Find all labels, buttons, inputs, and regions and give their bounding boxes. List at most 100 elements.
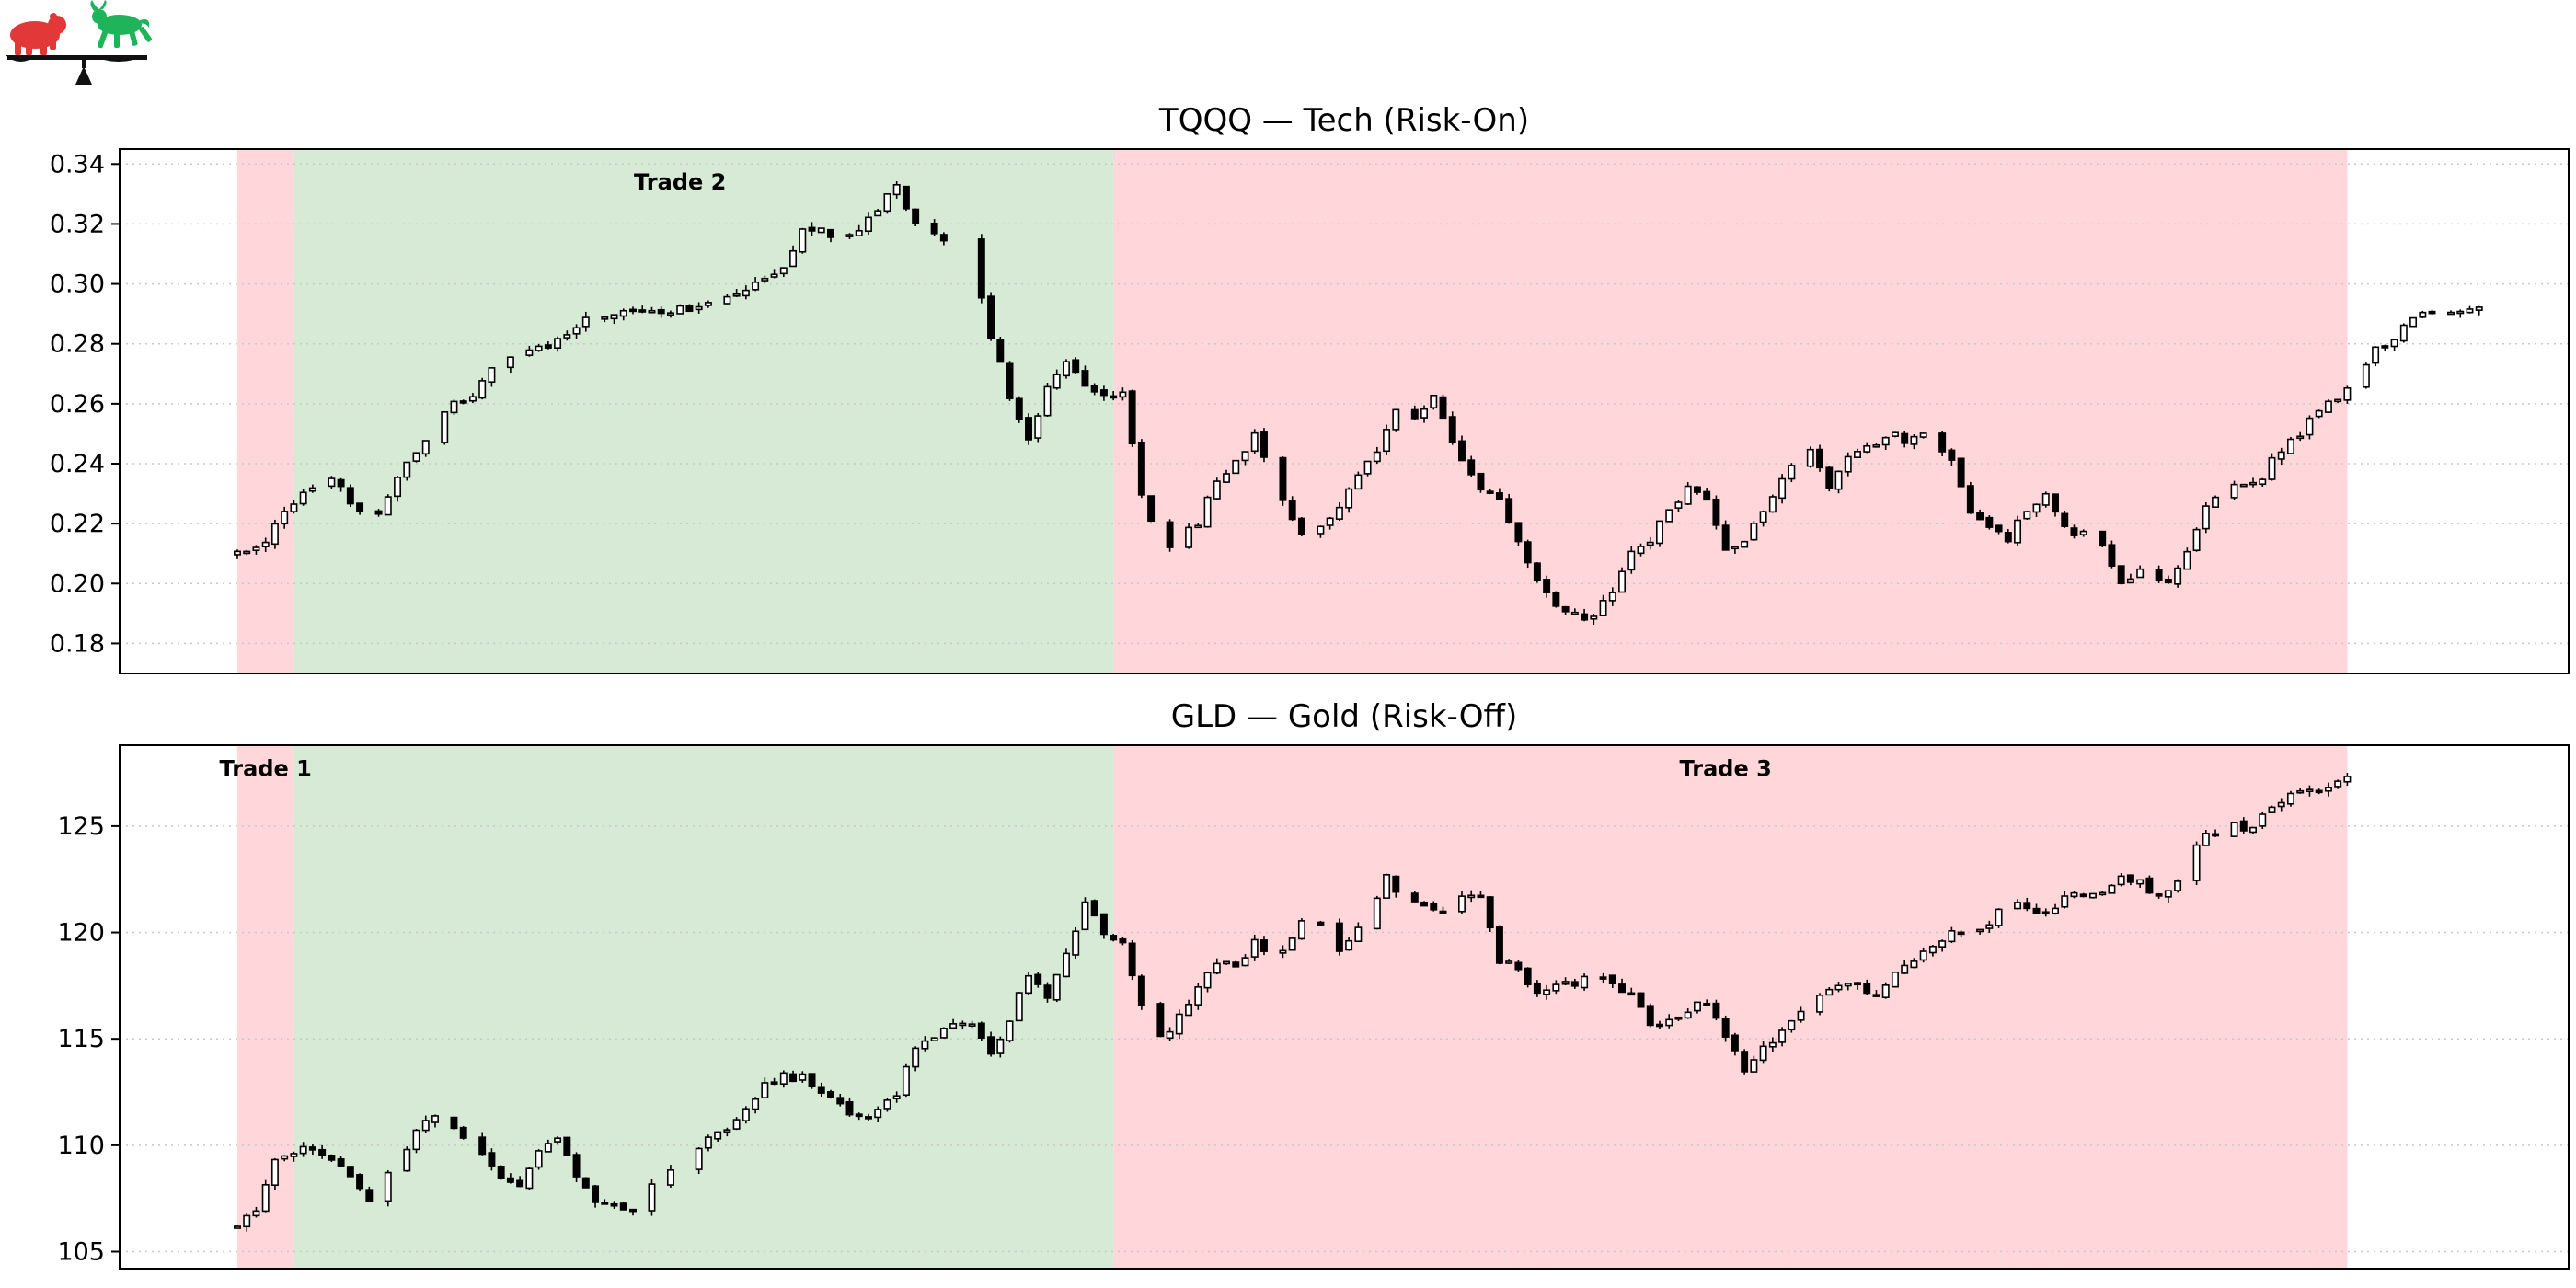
candle-body bbox=[987, 1036, 995, 1055]
candle-body bbox=[619, 309, 627, 317]
candle-body bbox=[1081, 901, 1089, 931]
candle-body bbox=[883, 1099, 891, 1110]
candle-body bbox=[2041, 911, 2050, 915]
candle-body bbox=[1581, 613, 1589, 621]
candle-body bbox=[1081, 370, 1089, 387]
candle-body bbox=[1156, 1003, 1165, 1038]
y-tick-label: 0.26 bbox=[50, 390, 105, 419]
candle-body bbox=[459, 400, 467, 404]
candle-body bbox=[2456, 310, 2465, 315]
candle-body bbox=[488, 367, 496, 383]
candle-body bbox=[1128, 942, 1136, 977]
candle-body bbox=[1844, 455, 1852, 473]
candle-body bbox=[581, 1177, 590, 1189]
candle-body bbox=[356, 1174, 364, 1190]
candle-body bbox=[592, 1185, 600, 1203]
candle-body bbox=[1458, 440, 1466, 462]
candle-body bbox=[1891, 971, 1899, 988]
candle-body bbox=[1099, 389, 1108, 397]
candle-body bbox=[1034, 415, 1042, 439]
candle-body bbox=[619, 1202, 627, 1211]
candle-body bbox=[959, 1022, 967, 1027]
candle-body bbox=[1684, 485, 1692, 505]
candle-body bbox=[544, 344, 552, 349]
candle-body bbox=[601, 1202, 609, 1205]
candle-body bbox=[1741, 1051, 1749, 1073]
candle-body bbox=[554, 1137, 562, 1143]
candle-body bbox=[1957, 457, 1965, 488]
candle-body bbox=[2399, 324, 2408, 342]
candle-body bbox=[299, 1145, 307, 1155]
candle-body bbox=[2296, 789, 2305, 794]
candle-body bbox=[1948, 449, 1956, 461]
candle-body bbox=[1317, 525, 1325, 535]
candle-body bbox=[1203, 496, 1212, 528]
candle-body bbox=[912, 208, 920, 224]
candle-body bbox=[1731, 1034, 1739, 1052]
candle-body bbox=[1477, 472, 1485, 491]
candle-body bbox=[836, 1097, 845, 1105]
candle-body bbox=[752, 1098, 760, 1110]
candle-body bbox=[1297, 517, 1305, 535]
candle-body bbox=[1976, 512, 1984, 521]
candle-body bbox=[2155, 569, 2163, 581]
candle-body bbox=[1505, 960, 1513, 964]
candle-body bbox=[1015, 992, 1023, 1022]
candle-body bbox=[2239, 483, 2248, 488]
candle-body bbox=[1599, 976, 1607, 980]
y-tick-label: 120 bbox=[57, 919, 105, 948]
candle-body bbox=[817, 1086, 825, 1094]
candle-body bbox=[2381, 345, 2389, 349]
candle-body bbox=[808, 1073, 816, 1087]
candle-body bbox=[1477, 894, 1485, 899]
candle-body bbox=[1025, 417, 1032, 441]
candle-body bbox=[761, 1082, 769, 1098]
candle-body bbox=[563, 334, 571, 339]
candle-body bbox=[2061, 512, 2069, 527]
candle-body bbox=[1674, 1016, 1683, 1020]
candle-body bbox=[2212, 833, 2220, 837]
candle-body bbox=[1825, 466, 1834, 489]
candle-body bbox=[1637, 546, 1645, 555]
candle-body bbox=[1788, 1019, 1796, 1031]
candle-body bbox=[1345, 488, 1353, 509]
candle-body bbox=[1543, 989, 1551, 995]
candle-body bbox=[1844, 983, 1852, 987]
candle-body bbox=[1006, 362, 1014, 399]
candle-body bbox=[1570, 611, 1579, 615]
candle-body bbox=[1985, 924, 1994, 929]
candle-body bbox=[261, 541, 270, 548]
candle-body bbox=[2259, 813, 2267, 827]
candle-body bbox=[1110, 935, 1118, 941]
candle-body bbox=[1721, 524, 1730, 551]
candle-body bbox=[2099, 530, 2107, 547]
candle-body bbox=[412, 452, 420, 462]
candle-body bbox=[742, 1108, 750, 1121]
candle-body bbox=[1948, 930, 1956, 943]
candle-body bbox=[1354, 926, 1363, 943]
y-tick-label: 0.30 bbox=[50, 270, 105, 299]
candle-body bbox=[252, 1210, 260, 1217]
candle-body bbox=[1834, 470, 1843, 490]
candle-body bbox=[2023, 902, 2031, 910]
candle-body bbox=[704, 302, 712, 306]
y-tick-label: 110 bbox=[57, 1132, 105, 1160]
candle-body bbox=[1608, 592, 1616, 602]
candle-body bbox=[1486, 490, 1494, 494]
candle-body bbox=[2306, 417, 2314, 436]
candle-body bbox=[1919, 432, 1927, 438]
candle-body bbox=[1768, 1041, 1777, 1048]
candle-body bbox=[2334, 780, 2342, 788]
candle-body bbox=[346, 487, 354, 505]
candle-body bbox=[290, 503, 298, 512]
candle-body bbox=[2004, 532, 2012, 543]
candle-body bbox=[1223, 473, 1230, 483]
candle-body bbox=[356, 502, 364, 513]
tqqq-panel: Trade 2 0.18 0.20 0.22 0.24 0.26 0.28 0.30 0.32… bbox=[50, 102, 2570, 674]
candle-body bbox=[2126, 874, 2134, 883]
candle-body bbox=[412, 1129, 420, 1151]
candle-body bbox=[883, 193, 891, 213]
candle-body bbox=[1778, 1029, 1787, 1043]
candle-body bbox=[1250, 938, 1259, 958]
candle-body bbox=[789, 249, 798, 268]
